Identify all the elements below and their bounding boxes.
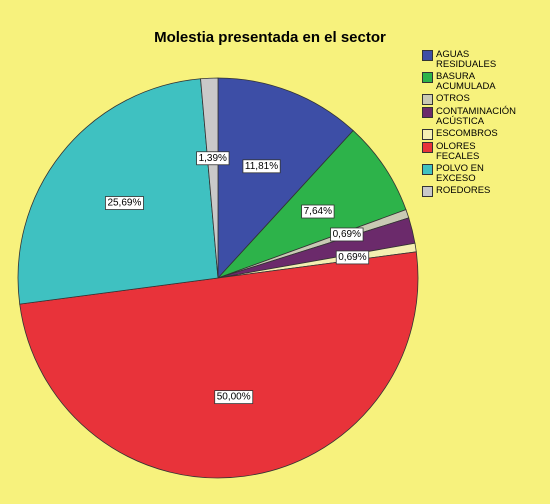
value-label: 11,81%	[245, 161, 278, 172]
legend-swatch	[422, 50, 433, 61]
legend-item: ESCOMBROS	[422, 129, 547, 140]
value-label-box	[105, 196, 144, 210]
legend-item: OTROS	[422, 94, 547, 105]
value-label-box	[330, 227, 364, 242]
legend-swatch	[422, 142, 433, 153]
chart-title: Molestia presentada en el sector	[154, 29, 386, 46]
legend-label: AGUAS RESIDUALES	[436, 49, 497, 70]
legend-swatch	[422, 129, 433, 140]
value-label: 0,69%	[338, 252, 366, 263]
legend: AGUAS RESIDUALES BASURA ACUMULADA OTROS CON…	[422, 50, 547, 199]
value-label-box	[335, 250, 370, 265]
value-label: 1,39%	[199, 153, 227, 164]
value-label: 50,00%	[217, 392, 251, 403]
legend-item: OLORES FECALES	[422, 142, 547, 162]
value-label-group: 1,39%	[196, 151, 230, 166]
legend-label: POLVO EN EXCESO	[436, 163, 484, 184]
value-label-box	[242, 159, 281, 174]
value-label-group: 25,69%	[105, 196, 144, 210]
value-label: 7,64%	[304, 206, 332, 217]
pie-slice	[19, 251, 419, 479]
pie-slice	[217, 130, 407, 279]
value-label-group: 0,69%	[335, 250, 370, 265]
pie-slice	[17, 78, 219, 305]
legend-item: BASURA ACUMULADA	[422, 72, 547, 92]
value-label: 25,69%	[107, 198, 141, 209]
legend-item: POLVO EN EXCESO	[422, 164, 547, 184]
value-label: 0,69%	[333, 229, 361, 240]
pie-slice	[217, 77, 354, 280]
legend-label: CONTAMINACIÓN ACÚSTICA	[436, 106, 517, 127]
legend-swatch	[422, 186, 433, 197]
value-label-group: 50,00%	[214, 390, 254, 405]
legend-item: ROEDORES	[422, 186, 547, 197]
legend-label: ESCOMBROS	[436, 128, 498, 139]
legend-item: CONTAMINACIÓN ACÚSTICA	[422, 107, 547, 127]
legend-swatch	[422, 107, 433, 118]
value-label-box	[196, 151, 230, 166]
value-label-group: 0,69%	[330, 227, 364, 242]
legend-label: ROEDORES	[436, 185, 491, 196]
legend-label: BASURA ACUMULADA	[436, 71, 496, 92]
value-label-box	[301, 204, 335, 219]
legend-item: AGUAS RESIDUALES	[422, 50, 547, 70]
legend-label: OLORES FECALES	[436, 141, 480, 162]
legend-label: OTROS	[436, 93, 470, 104]
legend-swatch	[422, 164, 433, 175]
value-label-box	[214, 390, 254, 405]
pie-slice	[200, 77, 219, 279]
value-label-group: 7,64%	[301, 204, 335, 219]
legend-swatch	[422, 72, 433, 83]
legend-swatch	[422, 94, 433, 105]
value-label-group: 11,81%	[242, 159, 281, 174]
